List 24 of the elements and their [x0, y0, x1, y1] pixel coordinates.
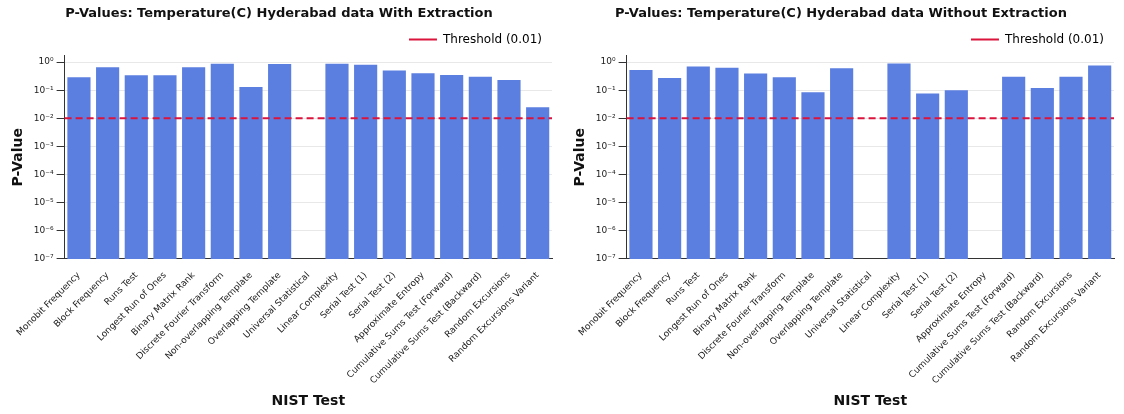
y-tick-label: 10⁻⁵: [595, 197, 616, 208]
y-tick-label: 10⁻⁷: [595, 253, 616, 264]
x-axis-title: NIST Test: [833, 392, 908, 409]
y-tick-label: 10⁻²: [33, 112, 54, 123]
y-tick-label: 10⁻⁴: [33, 168, 54, 179]
legend-label: Threshold (0.01): [441, 31, 543, 46]
y-axis-title: P-Value: [571, 128, 588, 187]
chart-title: P-Values: Temperature(C) Hyderabad data With Extraction: [65, 5, 493, 21]
y-tick-label: 10⁻⁷: [33, 253, 54, 264]
y-tick-label: 10⁻²: [595, 112, 616, 123]
y-tick-label: 10⁻⁵: [33, 197, 54, 208]
y-tick-label: 10⁻³: [33, 140, 54, 151]
x-axis-title: NIST Test: [271, 392, 346, 409]
y-axis-title: P-Value: [9, 128, 26, 187]
y-tick-label: 10⁻¹: [33, 84, 54, 95]
legend-label: Threshold (0.01): [1003, 31, 1105, 46]
chart-title: P-Values: Temperature(C) Hyderabad data Without Extraction: [615, 5, 1067, 21]
y-tick-label: 10⁰: [38, 56, 54, 67]
y-tick-label: 10⁻⁶: [595, 225, 616, 236]
y-tick-label: 10⁻⁶: [33, 225, 54, 236]
y-tick-label: 10⁰: [600, 56, 616, 67]
y-tick-label: 10⁻⁴: [595, 168, 616, 179]
y-tick-label: 10⁻¹: [595, 84, 616, 95]
y-tick-label: 10⁻³: [595, 140, 616, 151]
